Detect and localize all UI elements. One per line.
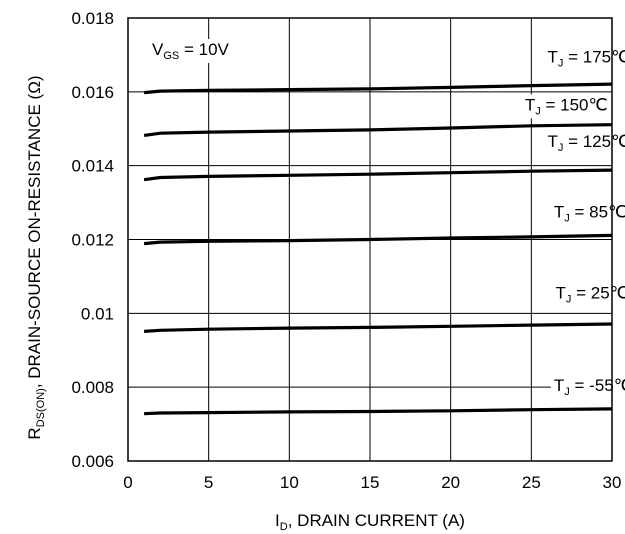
series-label-rest: = 25℃ [571, 284, 625, 303]
x-label-rest: , DRAIN CURRENT (A) [288, 511, 465, 530]
series-label-main: T [556, 284, 566, 303]
series-line-150 [144, 125, 612, 136]
series-label-rest: = 85℃ [570, 202, 625, 221]
x-tick-label-1: 5 [204, 473, 213, 492]
annotation-rest: = 10V [179, 40, 229, 59]
series-label-main: T [554, 376, 564, 395]
x-tick-label-5: 25 [522, 473, 541, 492]
x-tick-label-2: 10 [280, 473, 299, 492]
y-tick-label-0: 0.006 [71, 452, 114, 471]
x-tick-label-4: 20 [441, 473, 460, 492]
y-tick-label-4: 0.014 [71, 157, 114, 176]
y-tick-label-3: 0.012 [71, 231, 114, 250]
x-tick-labels: 0 5 10 15 20 25 30 [123, 473, 621, 492]
x-tick-label-3: 15 [361, 473, 380, 492]
series-label-main: T [525, 95, 535, 114]
annotation-main: V [152, 40, 164, 59]
x-tick-label-0: 0 [123, 473, 132, 492]
series-label-main: T [547, 132, 557, 151]
annotation-sub: GS [163, 50, 179, 62]
y-label-sub: DS(ON) [35, 388, 47, 427]
y-axis-label: RDS(ON), DRAIN-SOURCE ON-RESISTANCE (Ω) [25, 75, 47, 439]
series-line--55 [144, 409, 612, 414]
series-label-main: T [547, 47, 557, 66]
x-label-sub: D [280, 521, 288, 533]
y-tick-label-6: 0.018 [71, 9, 114, 28]
y-label-rest: , DRAIN-SOURCE ON-RESISTANCE (Ω) [25, 75, 44, 388]
series-line-175 [144, 84, 612, 93]
y-tick-label-1: 0.008 [71, 378, 114, 397]
x-axis-label: ID, DRAIN CURRENT (A) [275, 511, 465, 533]
y-tick-labels: 0.006 0.008 0.01 0.012 0.014 0.016 0.018 [71, 9, 114, 471]
series-lines [144, 84, 612, 414]
series-label-main: T [554, 202, 564, 221]
x-tick-label-6: 30 [603, 473, 622, 492]
y-tick-label-5: 0.016 [71, 83, 114, 102]
y-label-main: R [25, 427, 44, 439]
series-label-rest: = 125℃ [563, 132, 625, 151]
series-label-rest: = 175℃ [563, 47, 625, 66]
series-line-125 [144, 170, 612, 180]
series-labels: TJ = 175℃TJ = 150℃TJ = 125℃TJ = 85℃TJ = … [522, 46, 625, 399]
series-label-rest: = 150℃ [541, 95, 608, 114]
y-tick-label-2: 0.01 [81, 304, 114, 323]
series-label-rest: = -55℃ [570, 376, 625, 395]
series-line-25 [144, 324, 612, 331]
